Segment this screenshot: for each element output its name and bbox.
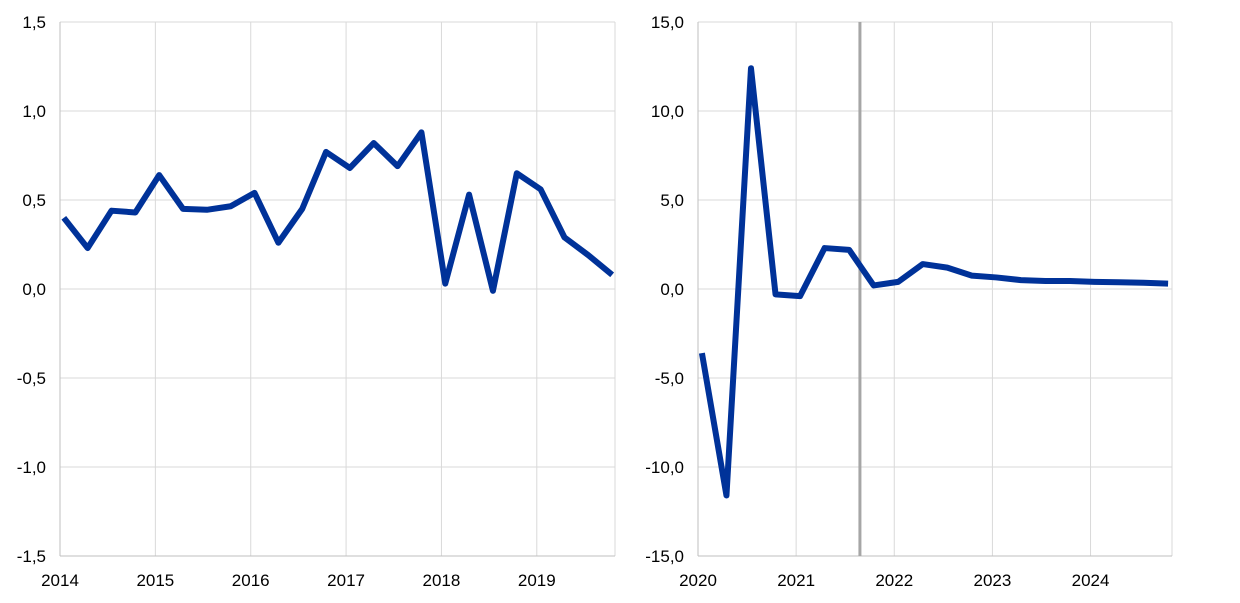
series-line: [698, 65, 1169, 499]
x-tick-label: 2022: [875, 571, 913, 590]
y-tick-label: -0,5: [17, 369, 46, 388]
x-tick-label: 2020: [679, 571, 717, 590]
x-tick-label: 2019: [518, 571, 556, 590]
y-tick-label: -10,0: [645, 458, 684, 477]
x-tick-label: 2017: [327, 571, 365, 590]
x-tick-label: 2014: [41, 571, 79, 590]
x-tick-label: 2016: [232, 571, 270, 590]
y-tick-label: 0,0: [22, 280, 46, 299]
x-tick-label: 2015: [136, 571, 174, 590]
y-tick-label: -1,0: [17, 458, 46, 477]
y-tick-label: -15,0: [645, 547, 684, 566]
y-tick-label: 10,0: [651, 102, 684, 121]
x-tick-label: 2018: [423, 571, 461, 590]
y-tick-label: 15,0: [651, 13, 684, 32]
y-tick-label: 5,0: [660, 191, 684, 210]
y-tick-label: 0,5: [22, 191, 46, 210]
y-tick-label: 1,0: [22, 102, 46, 121]
y-tick-label: 1,5: [22, 13, 46, 32]
y-tick-label: 0,0: [660, 280, 684, 299]
x-tick-label: 2024: [1072, 571, 1110, 590]
series-line: [61, 129, 615, 294]
y-tick-label: -1,5: [17, 547, 46, 566]
x-tick-label: 2021: [777, 571, 815, 590]
x-tick-label: 2023: [973, 571, 1011, 590]
chart-panel-1: 1,5 1,0 0,5 0,0 -0,5 -1,0 -1,5 2014 2015 2016 2017…: [17, 13, 616, 590]
chart-panel-2: 15,0 10,0 5,0 0,0 -5,0 -10,0 -15,0 2020 2021 2022…: [645, 13, 1173, 590]
y-tick-label: -5,0: [655, 369, 684, 388]
